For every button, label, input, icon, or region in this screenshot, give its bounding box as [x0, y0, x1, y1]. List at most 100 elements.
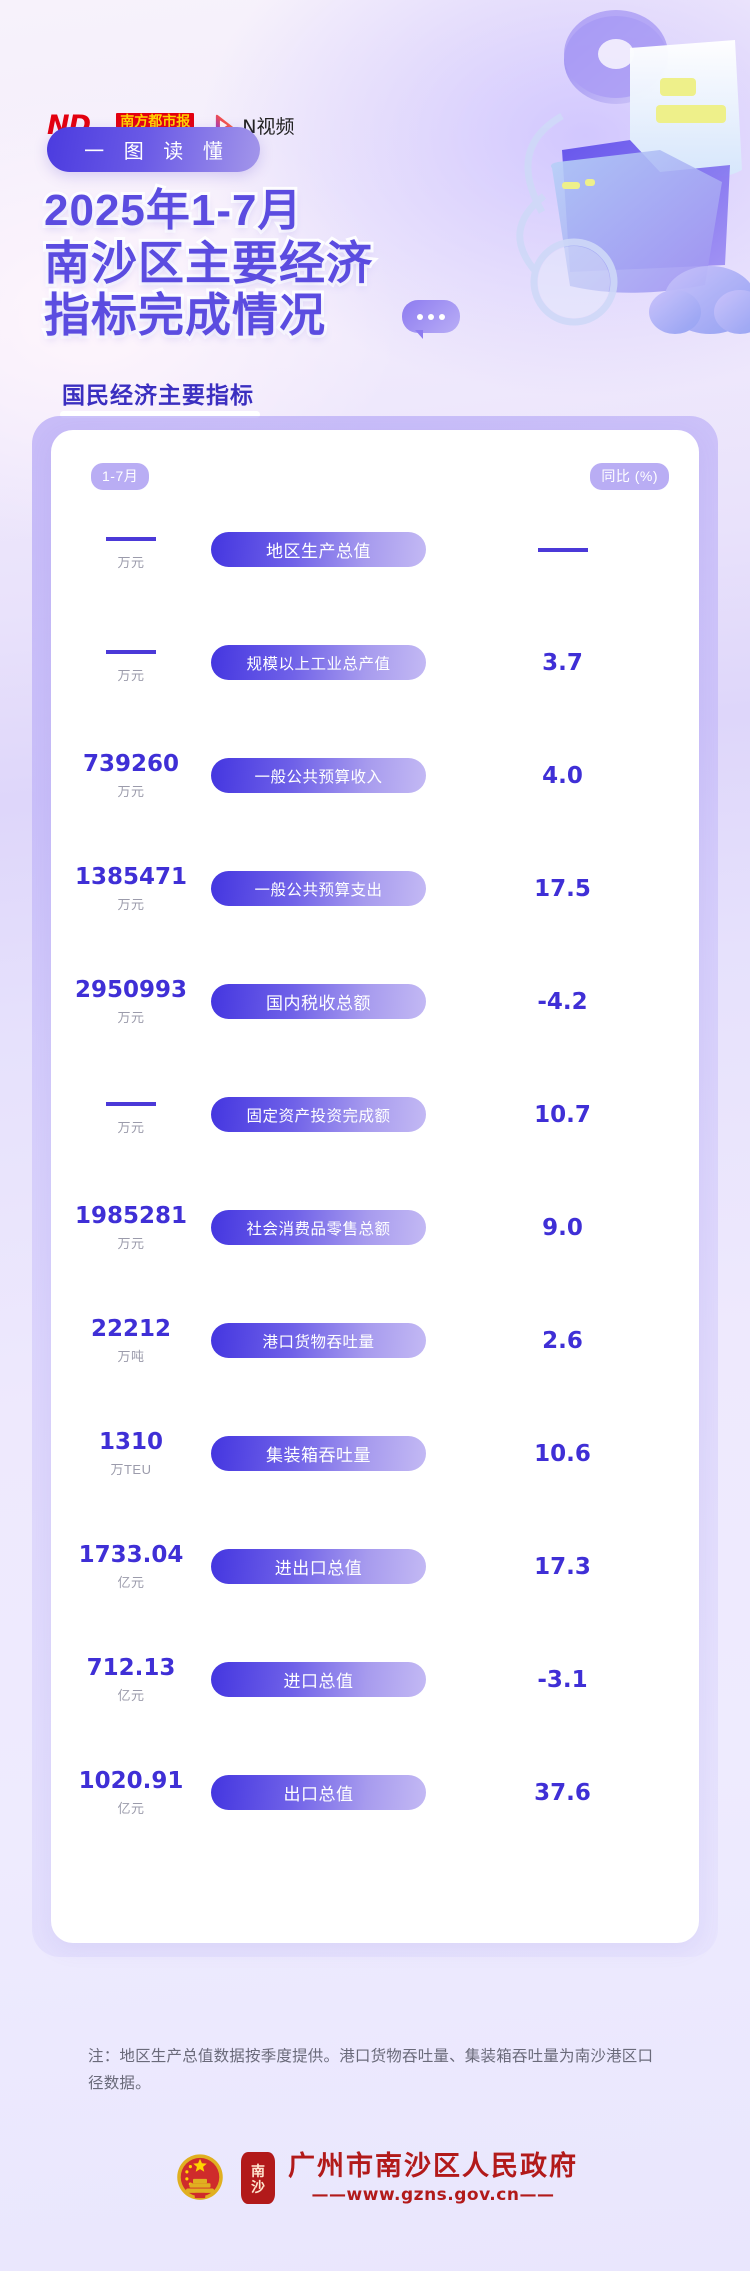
row-value-cell: 万元	[51, 528, 211, 571]
row-label-pill[interactable]: 集装箱吞吐量	[211, 1436, 426, 1471]
row-value: 1985281	[74, 1203, 188, 1230]
row-unit: 万吨	[117, 1348, 145, 1364]
government-text-block: 广州市南沙区人民政府 ——www.gzns.gov.cn——	[288, 2151, 578, 2204]
row-yoy: 17.5	[534, 875, 591, 902]
row-yoy-cell: 3.7	[426, 650, 699, 676]
row-yoy: -4.2	[537, 988, 588, 1015]
row-label-pill[interactable]: 社会消费品零售总额	[211, 1210, 426, 1245]
row-unit: 万元	[117, 555, 145, 570]
section-heading: 国民经济主要指标	[60, 376, 260, 418]
column-header-yoy: 同比 (%)	[590, 463, 669, 490]
table-row: 1985281 万元 社会消费品零售总额 9.0	[51, 1171, 699, 1284]
national-emblem-icon	[177, 2154, 223, 2200]
row-yoy: 10.7	[534, 1101, 591, 1128]
read-at-a-glance-badge: 一 图 读 懂	[47, 127, 260, 172]
row-label-cell: 一般公共预算支出	[211, 871, 426, 906]
row-unit: 万元	[117, 668, 145, 683]
row-unit: 万元	[117, 896, 145, 912]
indicators-row-list: 万元 地区生产总值 万元 规模以上工业总产值 3.7 739260 万元 一般公共预算收入 4.…	[51, 493, 699, 1849]
row-yoy-cell: 17.5	[426, 876, 699, 902]
row-yoy: 17.3	[534, 1553, 591, 1580]
row-yoy-cell: 9.0	[426, 1215, 699, 1241]
column-header-yoy-badge: 同比 (%)	[590, 463, 669, 490]
row-value-cell: 万元	[51, 1093, 211, 1136]
row-label-pill[interactable]: 一般公共预算支出	[211, 871, 426, 906]
page-title-line-1: 2025年1-7月	[41, 184, 304, 236]
row-value	[106, 650, 156, 654]
row-yoy-cell: 17.3	[426, 1554, 699, 1580]
page-title: 2025年1-7月 南沙区主要经济 指标完成情况	[41, 184, 375, 342]
row-label-cell: 地区生产总值	[211, 532, 426, 567]
indicators-card: 1-7月 同比 (%) 万元 地区生产总值 万元 规模以上工业总产值 3.7 739260…	[51, 430, 699, 1943]
row-label-cell: 进出口总值	[211, 1549, 426, 1584]
row-value: 22212	[90, 1316, 172, 1343]
row-label-cell: 港口货物吞吐量	[211, 1323, 426, 1358]
row-label-pill[interactable]: 一般公共预算收入	[211, 758, 426, 793]
row-value-cell: 712.13 亿元	[51, 1655, 211, 1703]
row-unit: 万元	[117, 783, 145, 799]
row-yoy-cell: 4.0	[426, 763, 699, 789]
row-label-cell: 一般公共预算收入	[211, 758, 426, 793]
row-yoy-cell	[426, 547, 699, 552]
table-row: 1020.91 亿元 出口总值 37.6	[51, 1736, 699, 1849]
row-value-cell: 1020.91 亿元	[51, 1768, 211, 1816]
row-label-pill[interactable]: 出口总值	[211, 1775, 426, 1810]
row-unit: 亿元	[117, 1800, 145, 1816]
chat-bubble-icon	[402, 300, 460, 339]
row-value: 1733.04	[78, 1542, 184, 1569]
nandu-logo-text: 南方都市报	[120, 114, 191, 131]
table-row: 22212 万吨 港口货物吞吐量 2.6	[51, 1284, 699, 1397]
row-label-pill[interactable]: 规模以上工业总产值	[211, 645, 426, 680]
column-header-period: 1-7月	[91, 463, 150, 490]
nvideo-logo-text: N视频	[242, 116, 295, 138]
row-unit: 万元	[117, 1009, 145, 1025]
row-label-pill[interactable]: 地区生产总值	[211, 532, 426, 567]
row-value-cell: 万元	[51, 641, 211, 684]
row-value-cell: 2950993 万元	[51, 977, 211, 1025]
table-row: 1385471 万元 一般公共预算支出 17.5	[51, 832, 699, 945]
row-value: 2950993	[74, 977, 188, 1004]
row-label-pill[interactable]: 进口总值	[211, 1662, 426, 1697]
row-yoy-cell: -4.2	[426, 989, 699, 1015]
government-url: ——www.gzns.gov.cn——	[311, 2184, 555, 2205]
table-row: 2950993 万元 国内税收总额 -4.2	[51, 945, 699, 1058]
row-yoy: 4.0	[542, 762, 583, 789]
row-value: 1310	[98, 1429, 163, 1456]
section-heading-underline	[60, 411, 260, 418]
footnote: 注：地区生产总值数据按季度提供。港口货物吞吐量、集装箱吞吐量为南沙港区口径数据。	[88, 2048, 654, 2092]
row-yoy: 37.6	[534, 1779, 591, 1806]
row-unit: 亿元	[117, 1687, 145, 1703]
row-value-cell: 739260 万元	[51, 751, 211, 799]
row-yoy-cell: 10.7	[426, 1102, 699, 1128]
row-unit: 万元	[117, 1235, 145, 1251]
government-footer: 南 沙 广州市南沙区人民政府 ——www.gzns.gov.cn——	[0, 2150, 750, 2206]
page-title-line-2: 南沙区主要经济	[41, 235, 375, 289]
row-value: 739260	[82, 751, 180, 778]
row-label-cell: 国内税收总额	[211, 984, 426, 1019]
row-yoy: -3.1	[537, 1666, 588, 1693]
row-value	[106, 537, 156, 541]
row-yoy-cell: 2.6	[426, 1328, 699, 1354]
row-label-pill[interactable]: 国内税收总额	[211, 984, 426, 1019]
row-value: 1020.91	[78, 1768, 184, 1795]
table-row: 1310 万TEU 集装箱吞吐量 10.6	[51, 1397, 699, 1510]
row-yoy	[537, 547, 588, 552]
row-yoy: 10.6	[534, 1440, 591, 1467]
row-label-cell: 社会消费品零售总额	[211, 1210, 426, 1245]
row-yoy-cell: 37.6	[426, 1780, 699, 1806]
row-value-cell: 1385471 万元	[51, 864, 211, 912]
hero-illustration	[516, 10, 750, 334]
row-yoy-cell: 10.6	[426, 1441, 699, 1467]
row-value-cell: 22212 万吨	[51, 1316, 211, 1364]
row-label-pill[interactable]: 进出口总值	[211, 1549, 426, 1584]
row-value-cell: 1985281 万元	[51, 1203, 211, 1251]
table-row: 739260 万元 一般公共预算收入 4.0	[51, 719, 699, 832]
row-unit: 亿元	[117, 1574, 145, 1590]
government-name: 广州市南沙区人民政府	[288, 2151, 578, 2182]
brand-logo-row: ND. 南方都市报 做中国一流媒体 N视频	[47, 112, 294, 139]
column-header-period-badge: 1-7月	[91, 463, 150, 490]
row-label-pill[interactable]: 港口货物吞吐量	[211, 1323, 426, 1358]
seal-char-bottom: 沙	[251, 2179, 265, 2195]
row-label-pill[interactable]: 固定资产投资完成额	[211, 1097, 426, 1132]
